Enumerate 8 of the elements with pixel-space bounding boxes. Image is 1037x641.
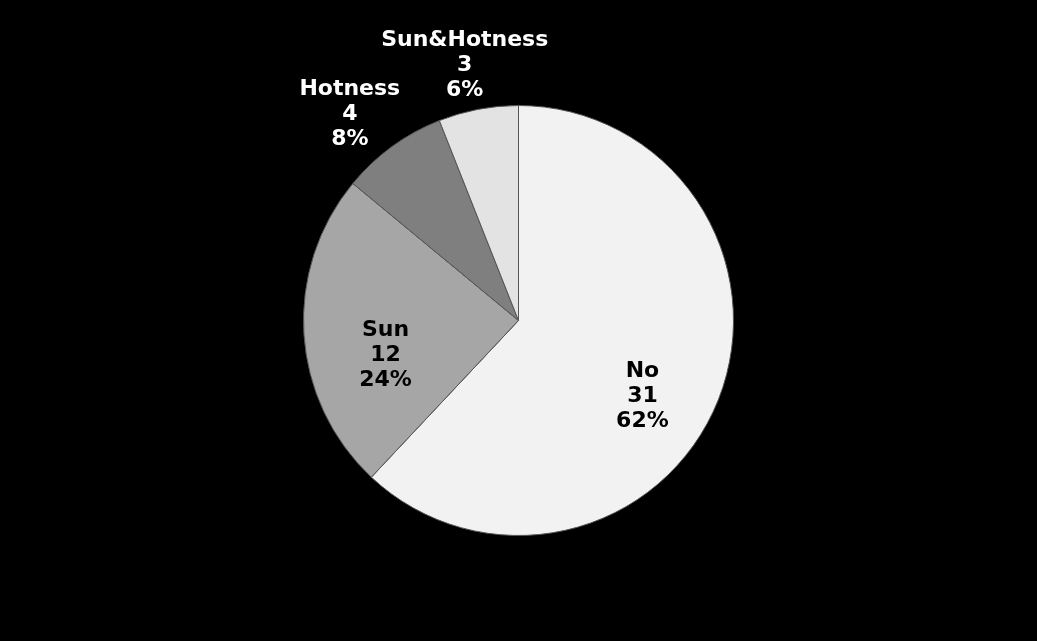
data-label: 12 24% bbox=[359, 340, 412, 391]
slice-label: Sun bbox=[361, 315, 410, 341]
data-label: 3 6% bbox=[446, 50, 484, 101]
data-label: 31 62% bbox=[616, 381, 669, 432]
slice-label: No bbox=[625, 356, 660, 382]
slice-label: Hotness bbox=[299, 75, 401, 101]
slice-label: Sun&Hotness bbox=[381, 25, 549, 51]
data-label: 4 8% bbox=[331, 100, 369, 151]
